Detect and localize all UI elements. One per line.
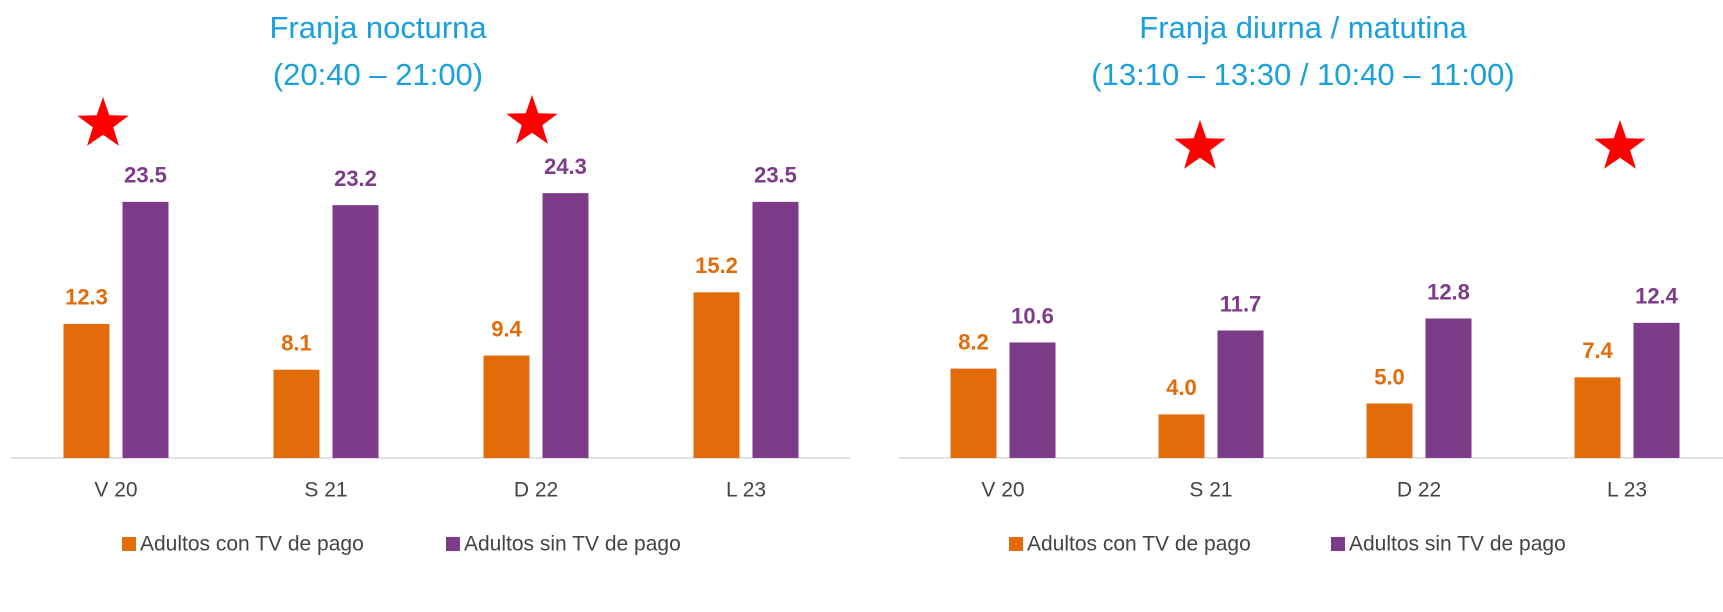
star [1174,120,1226,169]
x-tick-label: V 20 [94,479,137,502]
chart-title: Franja nocturna [269,10,487,45]
bar [1425,318,1472,458]
value-label: 9.4 [491,316,522,341]
bar [1217,330,1264,458]
legend-swatch [122,537,136,551]
stars [77,95,1646,169]
bar [1574,377,1621,458]
legend-swatch [1009,537,1023,551]
star [506,95,558,144]
x-tick-label: L 23 [1607,479,1647,502]
x-tick-label: D 22 [1397,479,1441,502]
bar [1633,322,1680,458]
legend-label: Adultos con TV de pago [140,533,364,556]
value-label: 8.2 [958,329,989,354]
star [1594,120,1646,169]
legend-swatch [446,537,460,551]
bar [273,369,320,458]
x-tick-label: D 22 [514,479,558,502]
value-label: 8.1 [281,331,312,356]
chart-subtitle: (13:10 – 13:30 / 10:40 – 11:00) [1091,57,1514,92]
value-label: 12.3 [65,285,108,310]
value-label: 23.2 [334,166,377,191]
bar [542,193,589,458]
legend-label: Adultos con TV de pago [1027,533,1251,556]
x-tick-label: V 20 [981,479,1024,502]
star [77,97,129,146]
x-tick-label: S 21 [1189,479,1232,502]
value-label: 23.5 [754,163,797,188]
value-label: 7.4 [1582,338,1613,363]
bar [483,355,530,458]
bar [1158,414,1205,458]
chart-subtitle: (20:40 – 21:00) [273,57,483,92]
bar [122,201,169,458]
value-label: 5.0 [1374,364,1405,389]
value-label: 24.3 [544,154,587,179]
value-label: 12.4 [1635,284,1679,309]
legend-label: Adultos sin TV de pago [464,533,681,556]
bar [1366,403,1413,458]
bar [332,205,379,458]
bar [950,368,997,458]
value-label: 4.0 [1166,375,1197,400]
bar [63,323,110,458]
value-label: 15.2 [695,253,738,278]
value-label: 10.6 [1011,303,1054,328]
legend-swatch [1331,537,1345,551]
value-label: 11.7 [1220,291,1262,316]
value-label: 12.8 [1427,279,1470,304]
x-tick-label: S 21 [304,479,347,502]
bar [752,201,799,458]
legend-label: Adultos sin TV de pago [1349,533,1566,556]
value-label: 23.5 [124,163,167,188]
x-tick-label: L 23 [726,479,766,502]
bar [693,292,740,458]
chart-title: Franja diurna / matutina [1139,10,1467,45]
bar [1009,342,1056,458]
